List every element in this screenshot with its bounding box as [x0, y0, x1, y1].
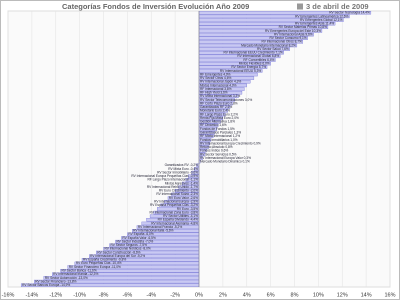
bar-label: Fondos Inmobiliarios 1,0%: [200, 138, 238, 142]
bar-label: RV Internacional Global 6,8%: [237, 54, 279, 58]
x-tick-label: -12%: [49, 292, 62, 298]
bar-label: RV Sector Materias Primas 10,8%: [279, 25, 327, 29]
bar-label: RV Internacional Europa -2,9%: [154, 200, 198, 204]
bar-label: RV Sector Salud 7,6%: [257, 47, 289, 51]
x-tick-label: -8%: [99, 292, 109, 298]
bar-label: RV Sector Financiero Europa -11,0%: [69, 265, 121, 269]
bar-label: RF Dinámico 1,6%: [200, 123, 227, 127]
bar-label: Garantizados Parciales 1,3%: [200, 131, 241, 135]
bar-label: RV España Crecimiento -9,8%: [83, 258, 126, 262]
bar-label: RV Internacional Suiza -2,3%: [156, 192, 198, 196]
x-tick-label: -6%: [122, 292, 132, 298]
x-tick-label: -4%: [146, 292, 156, 298]
x-tick-label: -16%: [2, 292, 15, 298]
bar-label: RV Internacional Otros 8,7%: [262, 40, 303, 44]
bar-label: RF Corto Plazo Euro 2,8%: [200, 101, 238, 105]
bar-label: RF Internacional 3,8%: [200, 87, 232, 91]
bar-label: Renta Fija Mixta Euro 2,0%: [200, 116, 239, 120]
bar-label: Garantizados RV -0,2%: [165, 163, 199, 167]
bar-label: RV Sector Otros 4,6%: [200, 76, 231, 80]
bar-label: RV Internacional Europa Crecimiento 0,9%: [200, 141, 261, 145]
bar-label: RV España -6,0%: [128, 232, 153, 236]
bar-label: Mixtos Flexibles 6,0%: [239, 62, 270, 66]
bar-label: RV Sector Consumo 9,1%: [269, 36, 306, 40]
bar-label: RV Sector Banca -11,6%: [62, 269, 97, 273]
bar-label: RF Largo Plazo Internacional -1,1%: [148, 178, 199, 182]
bar-label: Fondos de Fondos 1,5%: [200, 127, 235, 131]
legend-icon: [297, 3, 303, 10]
bar-label: RV Internacional Europa Pequeñas Cías -0…: [131, 174, 198, 178]
bar-label: RV España Dividendo -4,4%: [158, 218, 199, 222]
bar-label: RV Emergentes Asia 11,4%: [295, 22, 334, 26]
bar-label: RV Internacional Zona Euro -3,8%: [150, 210, 199, 214]
x-tick-label: 10%: [313, 292, 324, 298]
bar-label: RV Euro Crecimiento -2,0%: [159, 189, 198, 193]
bar-label: Mercado Monetario Dinámico 0,1%: [200, 160, 250, 164]
x-tick-label: -10%: [73, 292, 86, 298]
bar-label: Mixtos Internacional 4,0%: [200, 83, 237, 87]
bar-label: RV Euro Valor -2,6%: [169, 196, 198, 200]
bar-label: Garantizados RF 2,6%: [200, 105, 232, 109]
bar-label: RV Sector Inmobiliario -0,6%: [157, 170, 198, 174]
bar-label: RV Internacional Japón 4,3%: [200, 80, 241, 84]
bar-label: Mixtos Agresivos -1,4%: [165, 181, 198, 185]
x-tick-label: 2%: [219, 292, 227, 298]
bar-label: RV Internacional Reino Unido -1,7%: [147, 185, 198, 189]
bar-label: RV Internacional Alemania -4,8%: [151, 221, 198, 225]
bar-label: RV Internacional Francia -5,2%: [138, 225, 182, 229]
x-tick-label: 14%: [361, 292, 372, 298]
bar-label: RF Largo Plazo Euro 2,2%: [200, 112, 238, 116]
bar-label: RV Sector Telecomunicaciones 3,0%: [200, 98, 252, 102]
bar-label: RV Internacional Nórdicos -8,0%: [105, 247, 151, 251]
bar-label: RV Emergentes Europa del Este 10,3%: [265, 29, 321, 33]
bar-label: RV Euro -3,5%: [177, 207, 198, 211]
bar-label: RV Sector Industria -7,0%: [116, 239, 153, 243]
chart-title: Categorías Fondos de Inversión Evolución…: [62, 2, 249, 11]
bar-label: RV Internacional Italia -5,6%: [133, 229, 174, 233]
bar-label: RV Internacional Asia 9,6%: [274, 32, 313, 36]
bar-label: RV Internacional EEUU Crecimiento 7,1%: [223, 51, 282, 55]
bar-label: RV Sector Servicios 0,5%: [200, 152, 237, 156]
bar-label: RV Internacional EEUU 5,3%: [220, 69, 262, 73]
bar-label: RV Sector Seguros -7,5%: [110, 243, 147, 247]
bar-label: RV Euro Pequeñas Cías -10,4%: [76, 261, 122, 265]
bar-label: Fondos Índice 0,6%: [200, 149, 228, 153]
x-tick-label: 6%: [267, 292, 275, 298]
bar-label: RV Mixta Euro -0,4%: [168, 167, 198, 171]
bar-label: RV España Pequeñas Cías -3,2%: [150, 203, 198, 207]
bar-label: RV Sector Financiero -13,8%: [35, 279, 76, 283]
bar-label: RV Sector Energía 5,7%: [231, 65, 266, 69]
bar-label: RV Emergentes Global 12,1%: [300, 18, 343, 22]
bar-label: RV Sector Tecnología 14,4%: [329, 11, 370, 15]
bar-label: RV Sector Utilities -4,1%: [163, 214, 198, 218]
x-tick-label: 0%: [195, 292, 203, 298]
x-tick-label: -2%: [170, 292, 180, 298]
x-tick-label: 8%: [291, 292, 299, 298]
bar-label: RV Sector Bancos Europa -14,9%: [22, 283, 70, 287]
bar-label: RV Sector Construcción -8,6%: [97, 250, 140, 254]
bar-label: RF High Yield 3,6%: [200, 91, 228, 95]
bar-label: RV Internacional Irlanda -12,3%: [53, 272, 98, 276]
chart-subtitle: 3 de abril de 2009: [306, 2, 369, 11]
bar-label: RV Internacional Europa Valor 0,3%: [200, 156, 251, 160]
x-tick-label: 16%: [384, 292, 395, 298]
bar-label: RV Mixta Internacional 3,3%: [200, 94, 240, 98]
bar-label: RF Convertibles 6,4%: [243, 58, 274, 62]
bar-label: Mercado Monetario Internacional 8,2%: [241, 43, 296, 47]
x-tick-label: 12%: [337, 292, 348, 298]
bar-label: RF Emergentes 4,9%: [200, 72, 231, 76]
bar-label: RV España Valor -6,5%: [122, 236, 156, 240]
bar-label: RV Internacional Europa del Sur -9,2%: [90, 254, 145, 258]
bar-label: RV Emergentes Latinoamérica 12,6%: [295, 14, 348, 18]
x-tick-label: -14%: [25, 292, 38, 298]
bar-label: Gestión Alternativa 1,8%: [200, 120, 235, 124]
bar-label: Monetario Euro 2,4%: [200, 109, 230, 113]
bar-label: RV Sector Automoción -13,0%: [45, 276, 88, 280]
bar-label: RF Mixta Internacional 1,2%: [200, 134, 240, 138]
bar-label: Retorno Absoluto 0,8%: [200, 145, 233, 149]
x-tick-label: 4%: [243, 292, 251, 298]
